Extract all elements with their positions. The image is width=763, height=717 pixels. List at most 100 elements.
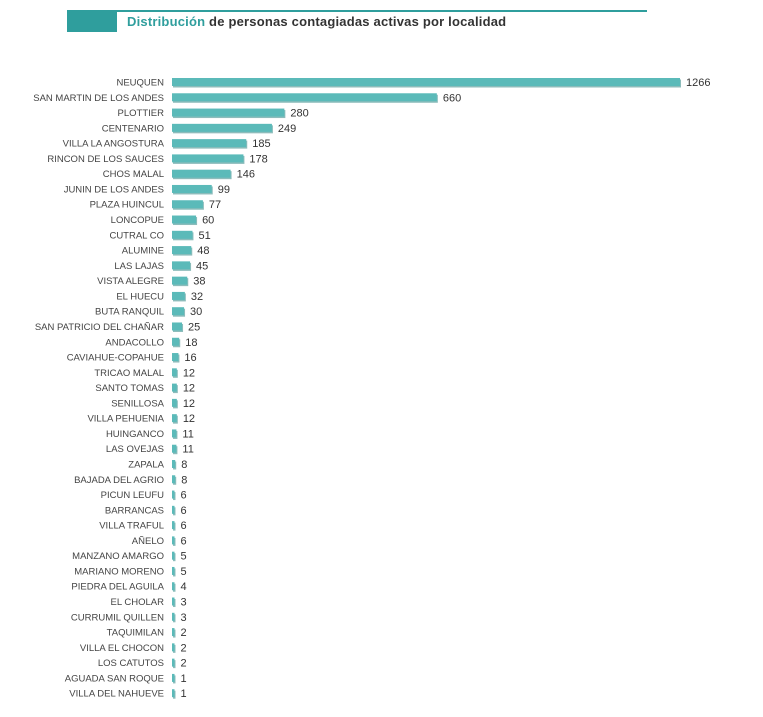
bar (172, 505, 175, 514)
bar (172, 123, 272, 132)
bar (172, 429, 177, 438)
bar-group: LONCOPUE 60 (111, 215, 215, 227)
category-label: EL HUECU (116, 291, 164, 302)
category-label: CHOS MALAL (103, 169, 164, 180)
value-label: 12 (183, 383, 195, 395)
value-label: 25 (188, 321, 200, 333)
value-label: 11 (182, 444, 193, 456)
bar (172, 475, 176, 484)
bar-group: VISTA ALEGRE 38 (97, 276, 205, 288)
bar (172, 551, 175, 560)
value-label: 12 (183, 413, 195, 425)
value-label: 1 (181, 688, 187, 700)
bar-group: VILLA EL CHOCON 2 (80, 642, 187, 654)
bar-group: LAS OVEJAS 11 (106, 444, 194, 456)
bar-group: BUTA RANQUIL 30 (95, 306, 202, 318)
category-label: NEUQUEN (116, 78, 164, 89)
bar-group: ANDACOLLO 18 (105, 337, 197, 349)
category-label: VILLA LA ANGOSTURA (63, 139, 165, 150)
category-label: LONCOPUE (111, 215, 164, 226)
bar-group: TAQUIMILAN 2 (107, 627, 187, 639)
bar-group: LOS CATUTOS 2 (98, 658, 187, 670)
category-label: BUTA RANQUIL (95, 307, 164, 318)
bar (172, 398, 177, 407)
bar-group: ALUMINE 48 (122, 245, 210, 257)
bar (172, 230, 193, 239)
value-label: 2 (181, 658, 187, 670)
bar-group: SAN PATRICIO DEL CHAÑAR 25 (35, 321, 200, 333)
category-label: LOS CATUTOS (98, 658, 164, 669)
bar-group: PLOTTIER 280 (118, 108, 309, 120)
bar (172, 93, 437, 102)
value-label: 11 (182, 428, 193, 440)
value-label: 18 (185, 337, 197, 349)
bar (172, 628, 175, 637)
bar-group: CHOS MALAL 146 (103, 169, 255, 181)
value-label: 2 (181, 642, 187, 654)
category-label: MARIANO MORENO (74, 566, 164, 577)
category-label: BARRANCAS (105, 505, 164, 516)
bar (172, 673, 175, 682)
value-label: 8 (181, 459, 187, 471)
value-label: 6 (181, 490, 187, 502)
bar-group: ZAPALA 8 (128, 459, 187, 471)
bar-group: LAS LAJAS 45 (114, 260, 208, 272)
category-label: VILLA PEHUENIA (87, 414, 164, 425)
value-label: 45 (196, 260, 208, 272)
bar (172, 444, 177, 453)
value-label: 280 (290, 108, 308, 120)
category-label: CENTENARIO (102, 123, 164, 134)
category-label: ALUMINE (122, 246, 164, 257)
bar-group: RINCON DE LOS SAUCES 178 (47, 153, 267, 165)
value-label: 6 (181, 505, 187, 517)
chart-title-highlight: Distribución (127, 14, 206, 29)
bar (172, 368, 177, 377)
bar (172, 337, 180, 346)
category-label: VILLA DEL NAHUEVE (69, 689, 164, 700)
bar (172, 276, 188, 285)
category-label: JUNIN DE LOS ANDES (64, 184, 164, 195)
category-label: CURRUMIL QUILLEN (71, 612, 164, 623)
bar-group: PICUN LEUFU 6 (101, 490, 187, 502)
bar-group: VILLA LA ANGOSTURA 185 (63, 138, 271, 150)
bar-group: HUINGANCO 11 (106, 428, 194, 440)
category-label: VISTA ALEGRE (97, 276, 164, 287)
bar (172, 108, 285, 117)
bar (172, 643, 175, 652)
bar-group: NEUQUEN 1266 (116, 77, 710, 89)
value-label: 185 (252, 138, 270, 150)
bar (172, 536, 175, 545)
category-label: CUTRAL CO (109, 230, 164, 241)
value-label: 249 (278, 123, 296, 135)
category-label: EL CHOLAR (111, 597, 165, 608)
category-label: RINCON DE LOS SAUCES (47, 154, 164, 165)
value-label: 12 (183, 367, 195, 379)
bar (172, 322, 183, 331)
bar-group: SANTO TOMAS 12 (95, 383, 195, 395)
value-label: 660 (443, 92, 461, 104)
title-rule (117, 10, 647, 12)
bar (172, 566, 175, 575)
bar-group: CENTENARIO 249 (102, 123, 297, 135)
bar (172, 78, 680, 86)
bar (172, 597, 175, 606)
bar (172, 291, 185, 300)
value-label: 77 (209, 199, 221, 211)
bar-group: SENILLOSA 12 (111, 398, 195, 410)
bar (172, 612, 175, 621)
bar-group: PIEDRA DEL AGUILA 4 (71, 581, 186, 593)
bar (172, 414, 177, 423)
value-label: 1266 (686, 77, 710, 89)
category-label: SAN PATRICIO DEL CHAÑAR (35, 322, 164, 333)
bar-group: CURRUMIL QUILLEN 3 (71, 612, 187, 624)
bar-group: MANZANO AMARGO 5 (72, 551, 186, 563)
value-label: 51 (198, 230, 210, 242)
bar (172, 582, 175, 591)
bar-group: CAVIAHUE-COPAHUE 16 (67, 352, 197, 364)
bar-group: AGUADA SAN ROQUE 1 (65, 673, 187, 685)
bar-group: AÑELO 6 (132, 535, 187, 547)
category-label: AÑELO (132, 536, 164, 547)
bar-group: BARRANCAS 6 (105, 505, 187, 517)
value-label: 12 (183, 398, 195, 410)
value-label: 3 (181, 612, 187, 624)
